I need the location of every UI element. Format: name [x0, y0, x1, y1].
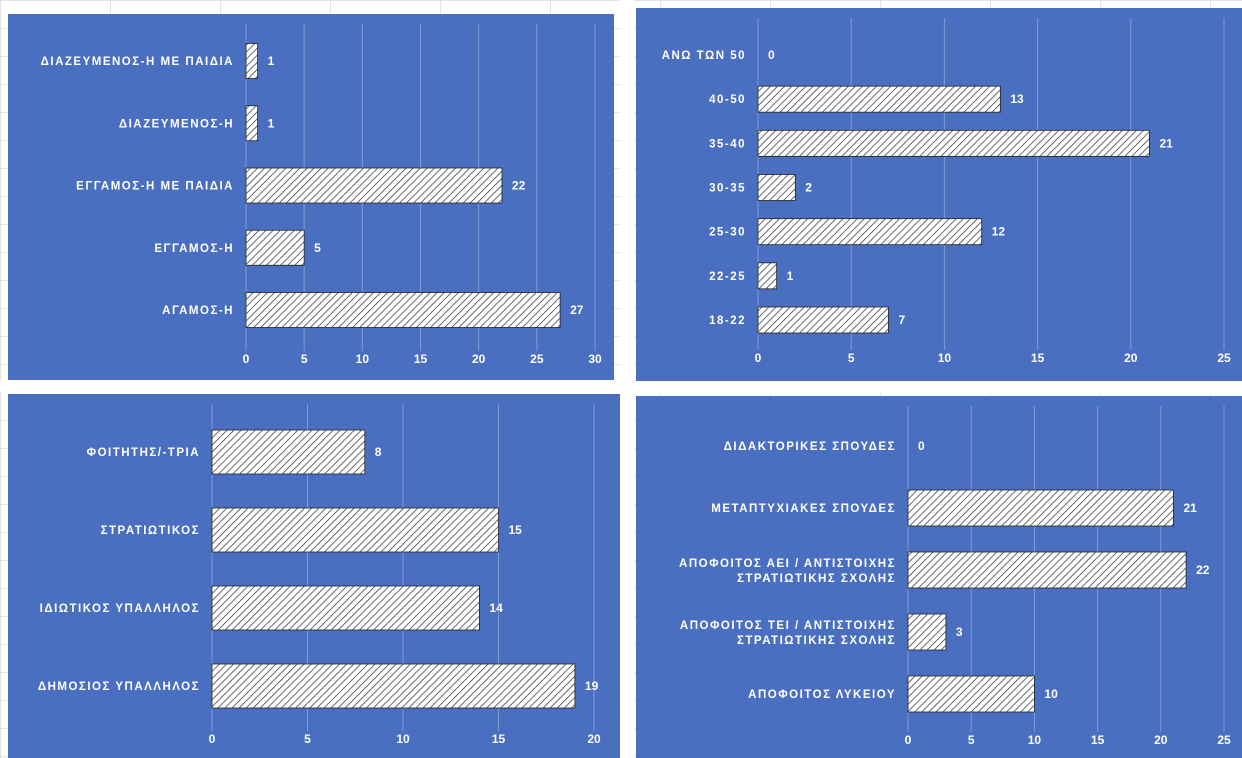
bar [907, 551, 1187, 589]
x-tick-label: 5 [848, 351, 855, 365]
x-tick-label: 25 [1217, 733, 1231, 747]
data-label: 7 [898, 313, 905, 327]
x-tick-label: 30 [588, 352, 602, 366]
bar [907, 489, 1174, 527]
data-label: 21 [1183, 501, 1197, 515]
bar [245, 292, 561, 328]
panel-divider-horizontal [0, 381, 1242, 393]
x-tick-label: 15 [1091, 733, 1105, 747]
category-label: ΑΝΩ ΤΩΝ 50 [662, 50, 746, 62]
panel-divider-vertical [620, 0, 634, 758]
chart-svg: 0 5 10 15 20 ΦΟΙΤΗΤΗΣ/-ΤΡΙΑ 8 ΣΤΡΑΤΙΩΤΙΚΟΣ 15 ΙΔΙ… [38, 404, 601, 746]
category-label: ΔΗΜΟΣΙΟΣ ΥΠΑΛΛΗΛΟΣ [38, 681, 200, 693]
category-label: 35-40 [709, 138, 746, 150]
data-label: 8 [375, 445, 382, 459]
category-label: 22-25 [709, 271, 746, 283]
x-tick-label: 0 [209, 732, 216, 746]
data-label: 0 [768, 48, 775, 62]
data-label: 10 [1044, 687, 1058, 701]
x-tick-label: 25 [1217, 351, 1231, 365]
chart-svg: 0 5 10 15 20 25 ΔΙΔΑΚΤΟΡΙΚΕΣ ΣΠΟΥΔΕΣ 0 ΜΕΤΑΠΤΥΧΙ… [679, 406, 1231, 747]
data-label: 13 [1010, 92, 1024, 106]
bar [757, 306, 889, 334]
data-label: 1 [268, 54, 275, 68]
bar [245, 229, 305, 266]
bar [907, 613, 947, 651]
data-label: 14 [489, 601, 503, 615]
category-label: ΕΓΓΑΜΟΣ-Η [154, 243, 234, 255]
chart-marital-status: 0 5 10 15 20 25 30 ΔΙΑΖΕΥΜΕΝΟΣ-Η ΜΕ ΠΑΙΔΙΑ 1 ΔΙΑΖ… [8, 14, 614, 380]
category-label: ΔΙΔΑΚΤΟΡΙΚΕΣ ΣΠΟΥΔΕΣ [724, 441, 896, 453]
x-tick-label: 25 [530, 352, 544, 366]
bar [211, 663, 576, 709]
bar [211, 585, 480, 631]
bar [757, 262, 778, 290]
x-tick-label: 5 [301, 352, 308, 366]
category-label: ΜΕΤΑΠΤΥΧΙΑΚΕΣ ΣΠΟΥΔΕΣ [711, 503, 896, 515]
bar [757, 174, 796, 201]
x-tick-label: 0 [905, 733, 912, 747]
category-label: ΕΓΓΑΜΟΣ-Η ΜΕ ΠΑΙΔΙΑ [76, 181, 234, 193]
category-label: 40-50 [709, 94, 746, 106]
data-label: 12 [992, 225, 1006, 239]
x-tick-label: 20 [1124, 351, 1138, 365]
category-label: ΑΠΟΦΟΙΤΟΣ ΑΕΙ / ΑΝΤΙΣΤΟΙΧΗΣ ΣΤΡΑΤΙΩΤΙΚΗΣ … [679, 558, 896, 585]
x-tick-label: 0 [755, 351, 762, 365]
category-label: ΔΙΑΖΕΥΜΕΝΟΣ-Η [119, 118, 234, 130]
category-label: ΦΟΙΤΗΤΗΣ/-ΤΡΙΑ [87, 447, 200, 459]
data-label: 0 [918, 439, 925, 453]
x-tick-label: 10 [396, 732, 410, 746]
x-tick-label: 15 [414, 352, 428, 366]
data-label: 21 [1159, 136, 1173, 150]
bar [245, 105, 259, 142]
x-tick-label: 5 [968, 733, 975, 747]
category-label: ΔΙΑΖΕΥΜΕΝΟΣ-Η ΜΕ ΠΑΙΔΙΑ [41, 56, 234, 68]
bar [757, 129, 1150, 157]
bar [757, 85, 1001, 113]
data-label: 19 [585, 679, 599, 693]
data-label: 2 [805, 181, 812, 195]
data-label: 1 [787, 269, 794, 283]
bar [245, 43, 259, 79]
x-tick-label: 15 [1031, 351, 1045, 365]
x-tick-label: 20 [472, 352, 486, 366]
category-label: ΑΠΟΦΟΙΤΟΣ ΤΕΙ / ΑΝΤΙΣΤΟΙΧΗΣ ΣΤΡΑΤΙΩΤΙΚΗΣ … [680, 620, 896, 647]
bar [757, 218, 983, 246]
data-label: 15 [509, 523, 523, 537]
category-label: 30-35 [709, 183, 746, 195]
x-tick-label: 10 [1028, 733, 1042, 747]
data-label: 3 [956, 625, 963, 639]
category-label: ΑΓΑΜΟΣ-Η [162, 305, 234, 317]
x-tick-label: 10 [356, 352, 370, 366]
data-label: 22 [512, 179, 526, 193]
bar [245, 167, 503, 204]
chart-age-group: 0 5 10 15 20 25 ΑΝΩ ΤΩΝ 50 0 40-50 13 35-40 21 30-35… [636, 8, 1242, 381]
data-label: 27 [570, 303, 584, 317]
x-tick-label: 5 [304, 732, 311, 746]
category-label: ΣΤΡΑΤΙΩΤΙΚΟΣ [101, 525, 200, 537]
bar [211, 429, 366, 475]
data-label: 5 [314, 241, 321, 255]
x-tick-label: 15 [492, 732, 506, 746]
x-tick-label: 0 [243, 352, 250, 366]
x-tick-label: 20 [587, 732, 601, 746]
bar [211, 507, 499, 553]
category-label: 25-30 [709, 227, 746, 239]
chart-occupation: 0 5 10 15 20 ΦΟΙΤΗΤΗΣ/-ΤΡΙΑ 8 ΣΤΡΑΤΙΩΤΙΚΟΣ 15 ΙΔΙ… [8, 394, 620, 758]
bar [907, 675, 1035, 713]
chart-education: 0 5 10 15 20 25 ΔΙΔΑΚΤΟΡΙΚΕΣ ΣΠΟΥΔΕΣ 0 ΜΕΤΑΠΤΥΧΙ… [636, 396, 1242, 758]
data-label: 22 [1196, 563, 1210, 577]
x-tick-label: 20 [1154, 733, 1168, 747]
category-label: ΑΠΟΦΟΙΤΟΣ ΛΥΚΕΙΟΥ [748, 689, 896, 701]
category-label: ΙΔΙΩΤΙΚΟΣ ΥΠΑΛΛΗΛΟΣ [40, 603, 200, 615]
x-tick-label: 10 [938, 351, 952, 365]
category-label: 18-22 [709, 315, 746, 327]
data-label: 1 [268, 116, 275, 130]
